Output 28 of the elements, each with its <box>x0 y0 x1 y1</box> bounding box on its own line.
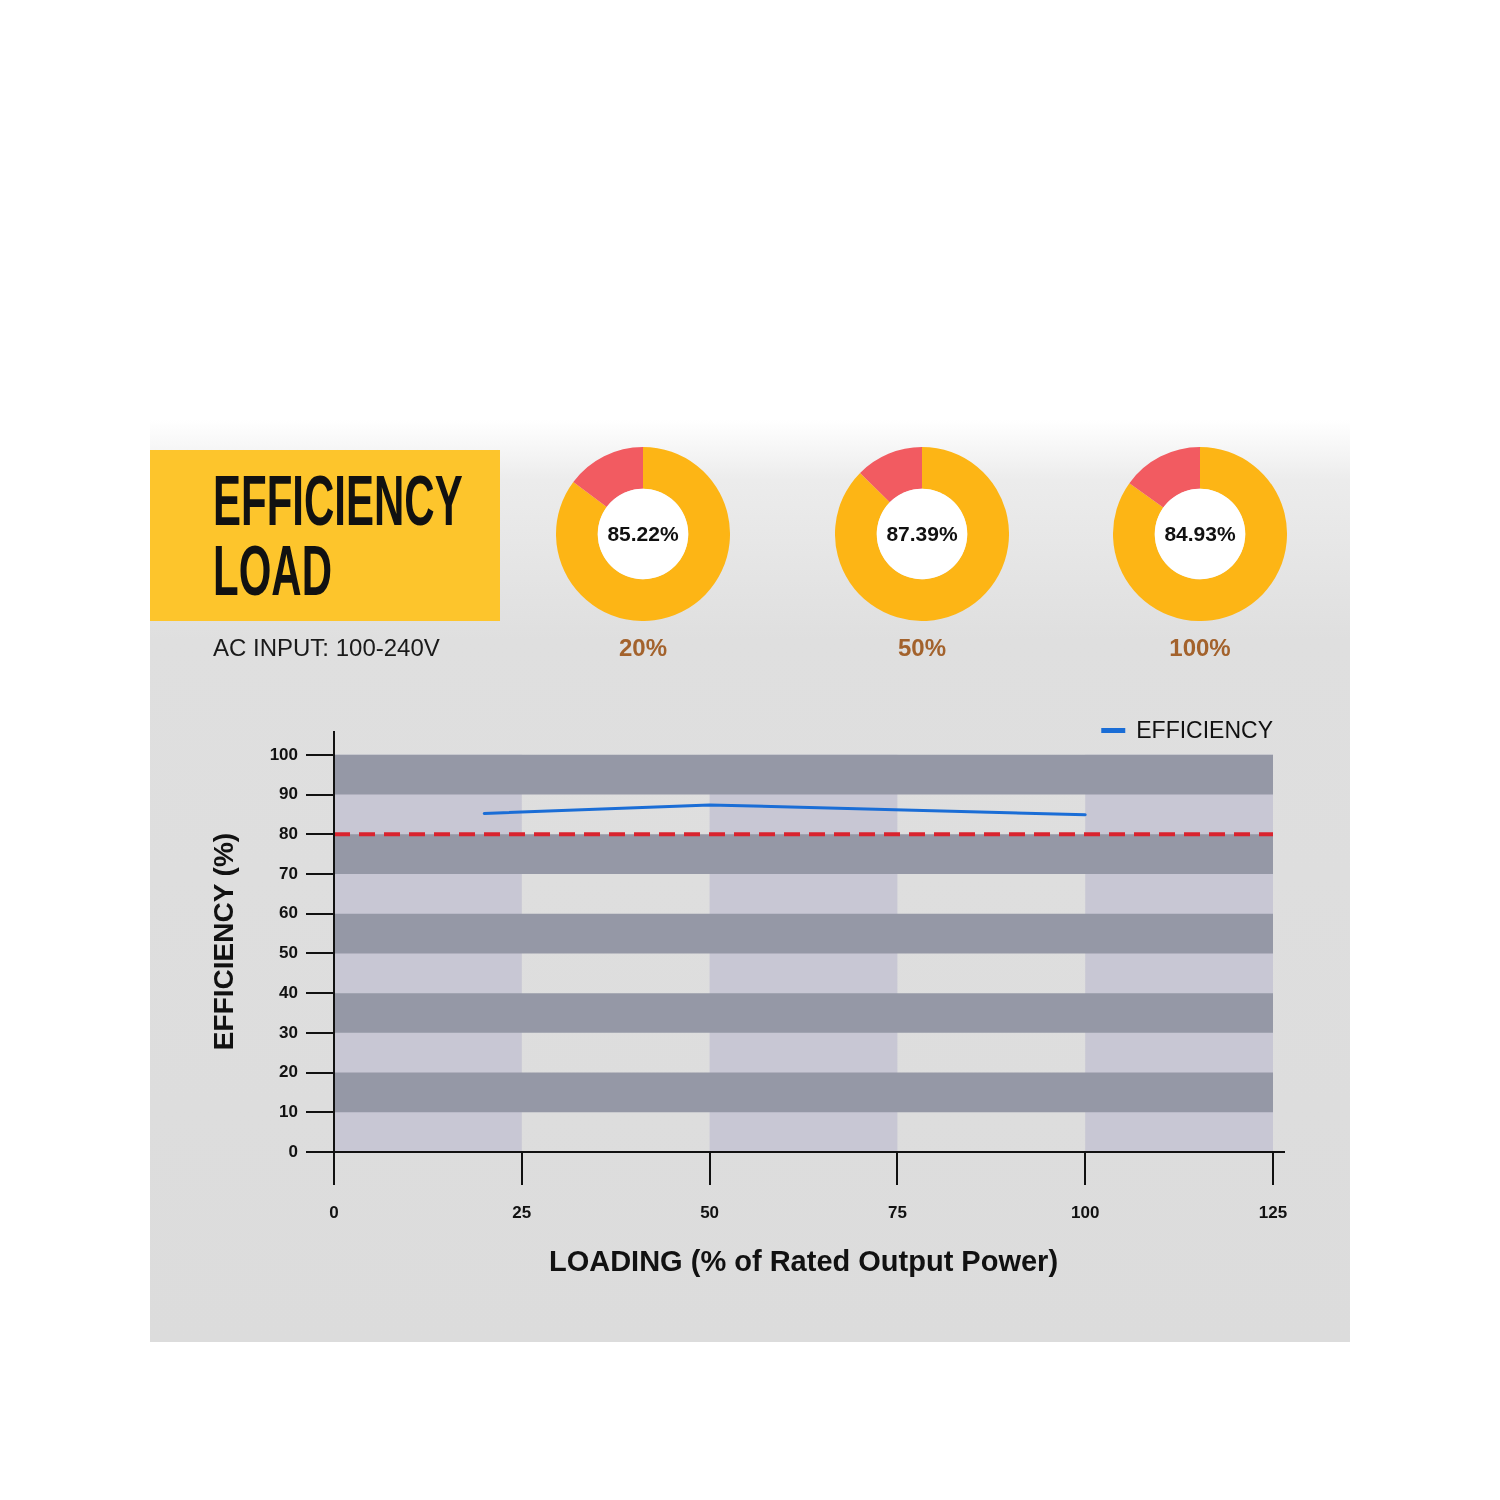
text: 50% <box>896 634 947 662</box>
data-label: 84.93% <box>1164 521 1236 545</box>
legend-label: EFFICIENCY <box>1136 717 1273 743</box>
y-tick-label: 10 <box>279 1101 298 1121</box>
x-tick-label: 125 <box>1258 1202 1288 1222</box>
x-tick-label: 50 <box>700 1202 720 1222</box>
y-tick-label: 60 <box>279 903 298 923</box>
y-tick-label: 20 <box>279 1062 298 1082</box>
x-tick-label: 0 <box>329 1202 339 1222</box>
x-tick-label: 100 <box>1071 1202 1100 1222</box>
y-tick-label: 70 <box>279 863 298 883</box>
data-label: 87.39% <box>886 521 958 545</box>
y-tick-label: 50 <box>279 943 298 963</box>
y-tick-label: 0 <box>288 1141 298 1161</box>
text: 20% <box>617 634 668 662</box>
x-tick-label: 75 <box>887 1202 907 1222</box>
data-label: 85.22% <box>607 521 679 545</box>
x-tick-label: 25 <box>512 1202 532 1222</box>
y-tick-label: 100 <box>269 744 298 764</box>
y-tick-label: 90 <box>279 784 298 804</box>
text: AC INPUT: 100-240V <box>213 634 440 662</box>
y-tick-label: 80 <box>279 823 298 843</box>
text: EFFICIENCY LOAD <box>213 462 463 610</box>
text: 100% <box>1168 634 1232 662</box>
x-axis-title: LOADING (% of Rated Output Power) <box>548 1244 1059 1277</box>
y-tick-label: 30 <box>279 1022 298 1042</box>
y-tick-label: 40 <box>279 982 298 1002</box>
y-axis-title: EFFICIENCY (%) <box>207 832 239 1051</box>
